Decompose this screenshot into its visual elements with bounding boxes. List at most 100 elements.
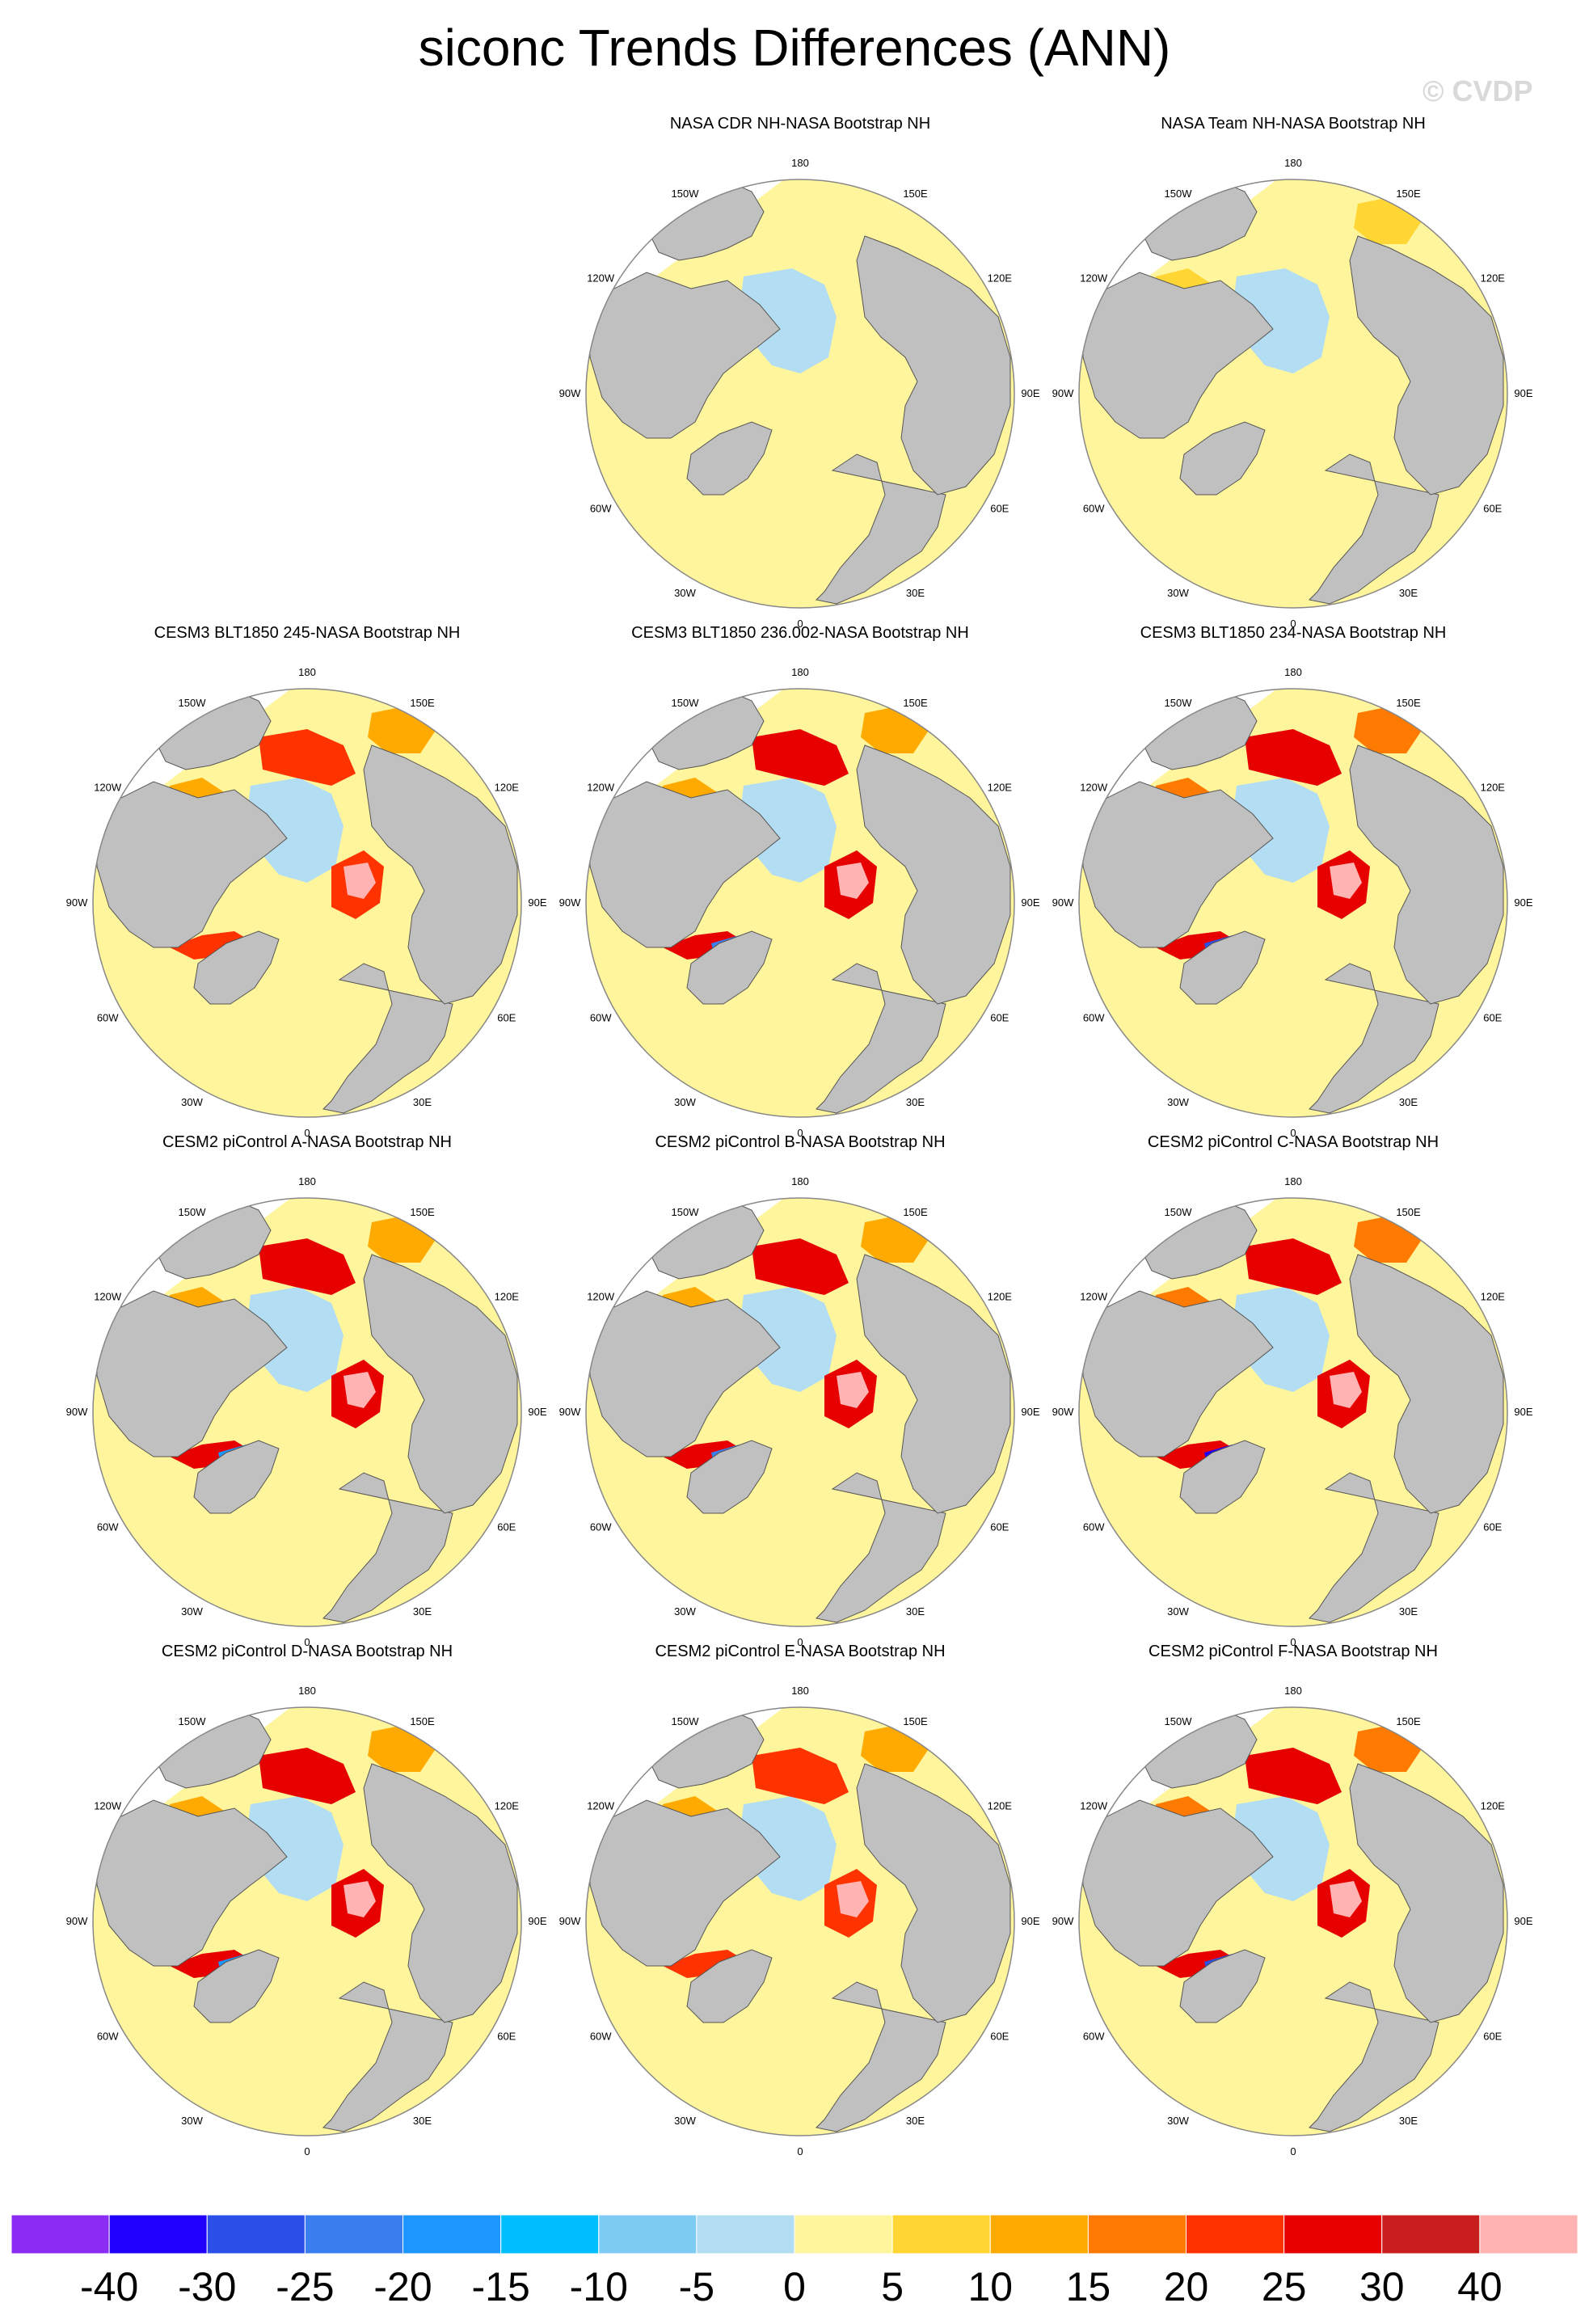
map-panel: CESM2 piControl F-NASA Bootstrap NH 180 15… (1051, 1643, 1536, 2160)
max-positive-trend-region (344, 863, 376, 899)
longitude-label: 120W (1080, 782, 1108, 794)
longitude-label: 150W (179, 697, 207, 709)
longitude-label: 120W (587, 272, 615, 285)
longitude-label: 90W (66, 1406, 88, 1418)
land-mass (363, 1254, 518, 1514)
figure-title: siconc Trends Differences (ANN) (418, 19, 1171, 77)
panel-title: CESM2 piControl E-NASA Bootstrap NH (655, 1643, 946, 1660)
strong-positive-trend-region (752, 729, 849, 786)
map-panel: NASA Team NH-NASA Bootstrap NH 180 150E 120… (1051, 115, 1536, 632)
ice-difference-region (740, 778, 837, 883)
longitude-label: 60E (990, 1012, 1009, 1024)
longitude-label: 150W (672, 1206, 700, 1218)
ice-difference-region (247, 778, 344, 883)
land-mass (686, 1949, 773, 2023)
longitude-label: 120E (495, 782, 520, 794)
longitude-label: 90W (559, 896, 581, 909)
land-mass (1082, 1799, 1274, 1967)
longitude-label: 60W (97, 2031, 119, 2043)
colorbar-tick-label: 10 (967, 2264, 1014, 2309)
longitude-label: 90E (1021, 1915, 1039, 1927)
strong-positive-trend-region (752, 1748, 849, 1804)
ice-difference-region (1233, 1796, 1330, 1901)
longitude-label: 180 (1284, 1175, 1302, 1187)
longitude-label: 60E (1483, 1012, 1502, 1024)
longitude-label: 180 (298, 1685, 316, 1697)
longitude-label: 150E (410, 1715, 435, 1727)
polar-stereographic-map: 180 150E 120E 90E 60E 30E 0 30W 60W 90W 120W 150W (1052, 157, 1533, 630)
longitude-label: 90E (1514, 1406, 1532, 1418)
land-mass (686, 1440, 773, 1514)
longitude-label: 30E (906, 1605, 925, 1618)
map-frame (1078, 179, 1508, 609)
longitude-label: 150E (903, 1206, 928, 1218)
longitude-label: 60E (990, 503, 1009, 515)
longitude-label: 180 (791, 666, 809, 678)
longitude-label: 60E (990, 1521, 1009, 1533)
longitude-label: 30E (906, 587, 925, 599)
longitude-label: 30W (674, 2115, 696, 2127)
longitude-label: 0 (304, 1127, 310, 1139)
polar-stereographic-map: 180 150E 120E 90E 60E 30E 0 30W 60W 90W 120W 150W (559, 1685, 1040, 2157)
land-mass (589, 1290, 781, 1457)
longitude-label: 150W (179, 1715, 207, 1727)
longitude-label: 180 (298, 666, 316, 678)
colorbar (11, 2215, 1578, 2254)
colorbar-tick-label: 20 (1163, 2264, 1209, 2309)
longitude-label: 90E (1021, 387, 1039, 399)
colorbar-tick-label: -40 (79, 2264, 139, 2309)
longitude-label: 30W (181, 1605, 203, 1618)
colorbar-tick-label: -15 (471, 2264, 530, 2309)
longitude-label: 30E (413, 2115, 432, 2127)
land-mass (1308, 1981, 1439, 2132)
panel-title: CESM2 piControl D-NASA Bootstrap NH (161, 1643, 453, 1660)
longitude-label: 0 (797, 1127, 803, 1139)
land-mass (686, 421, 773, 496)
longitude-label: 60E (497, 1521, 516, 1533)
map-panel: CESM2 piControl D-NASA Bootstrap NH 180 15… (65, 1643, 550, 2160)
longitude-label: 150W (1165, 1715, 1193, 1727)
longitude-label: 150E (1396, 1715, 1421, 1727)
longitude-label: 90W (66, 896, 88, 909)
longitude-label: 90W (559, 1406, 581, 1418)
ice-difference-region (247, 1796, 344, 1901)
longitude-label: 30W (1167, 1605, 1189, 1618)
longitude-label: 180 (791, 157, 809, 169)
land-mass (815, 1981, 946, 2132)
longitude-label: 30W (674, 587, 696, 599)
ice-difference-region (740, 1287, 837, 1392)
colorbar-tick-label: 5 (881, 2264, 904, 2309)
longitude-label: 30W (1167, 587, 1189, 599)
ice-difference-region (1233, 268, 1330, 373)
longitude-label: 150W (672, 188, 700, 200)
longitude-label: 30W (674, 1096, 696, 1108)
colorbar-tick-label: -25 (276, 2264, 335, 2309)
longitude-label: 0 (1290, 2145, 1296, 2157)
longitude-label: 60E (990, 2031, 1009, 2043)
map-frame (585, 1706, 1015, 2136)
panel-title: NASA Team NH-NASA Bootstrap NH (1161, 115, 1426, 133)
longitude-label: 0 (797, 2145, 803, 2157)
panel-title: CESM3 BLT1850 236.002-NASA Bootstrap NH (631, 624, 969, 642)
longitude-label: 90E (528, 1915, 546, 1927)
strong-positive-trend-region (1245, 1748, 1342, 1804)
polar-stereographic-map: 180 150E 120E 90E 60E 30E 0 30W 60W 90W 120W 150W (66, 666, 547, 1139)
longitude-label: 90E (1514, 1915, 1532, 1927)
colorbar-tick-label: -30 (178, 2264, 237, 2309)
longitude-label: 180 (1284, 666, 1302, 678)
longitude-label: 60E (1483, 503, 1502, 515)
land-mass (1179, 1949, 1266, 2023)
land-mass (193, 1949, 280, 2023)
longitude-label: 120E (988, 782, 1013, 794)
land-mass (589, 272, 781, 439)
colorbar-swatch (598, 2215, 698, 2254)
colorbar-swatch (891, 2215, 991, 2254)
longitude-label: 30E (413, 1096, 432, 1108)
map-panel: CESM2 piControl C-NASA Bootstrap NH 180 15… (1051, 1133, 1536, 1651)
land-mass (1349, 1254, 1504, 1514)
cvdp-watermark: © CVDP (1423, 74, 1533, 108)
longitude-label: 0 (1290, 1636, 1296, 1648)
longitude-label: 150W (179, 1206, 207, 1218)
land-mass (589, 1799, 781, 1967)
map-frame (585, 688, 1015, 1118)
